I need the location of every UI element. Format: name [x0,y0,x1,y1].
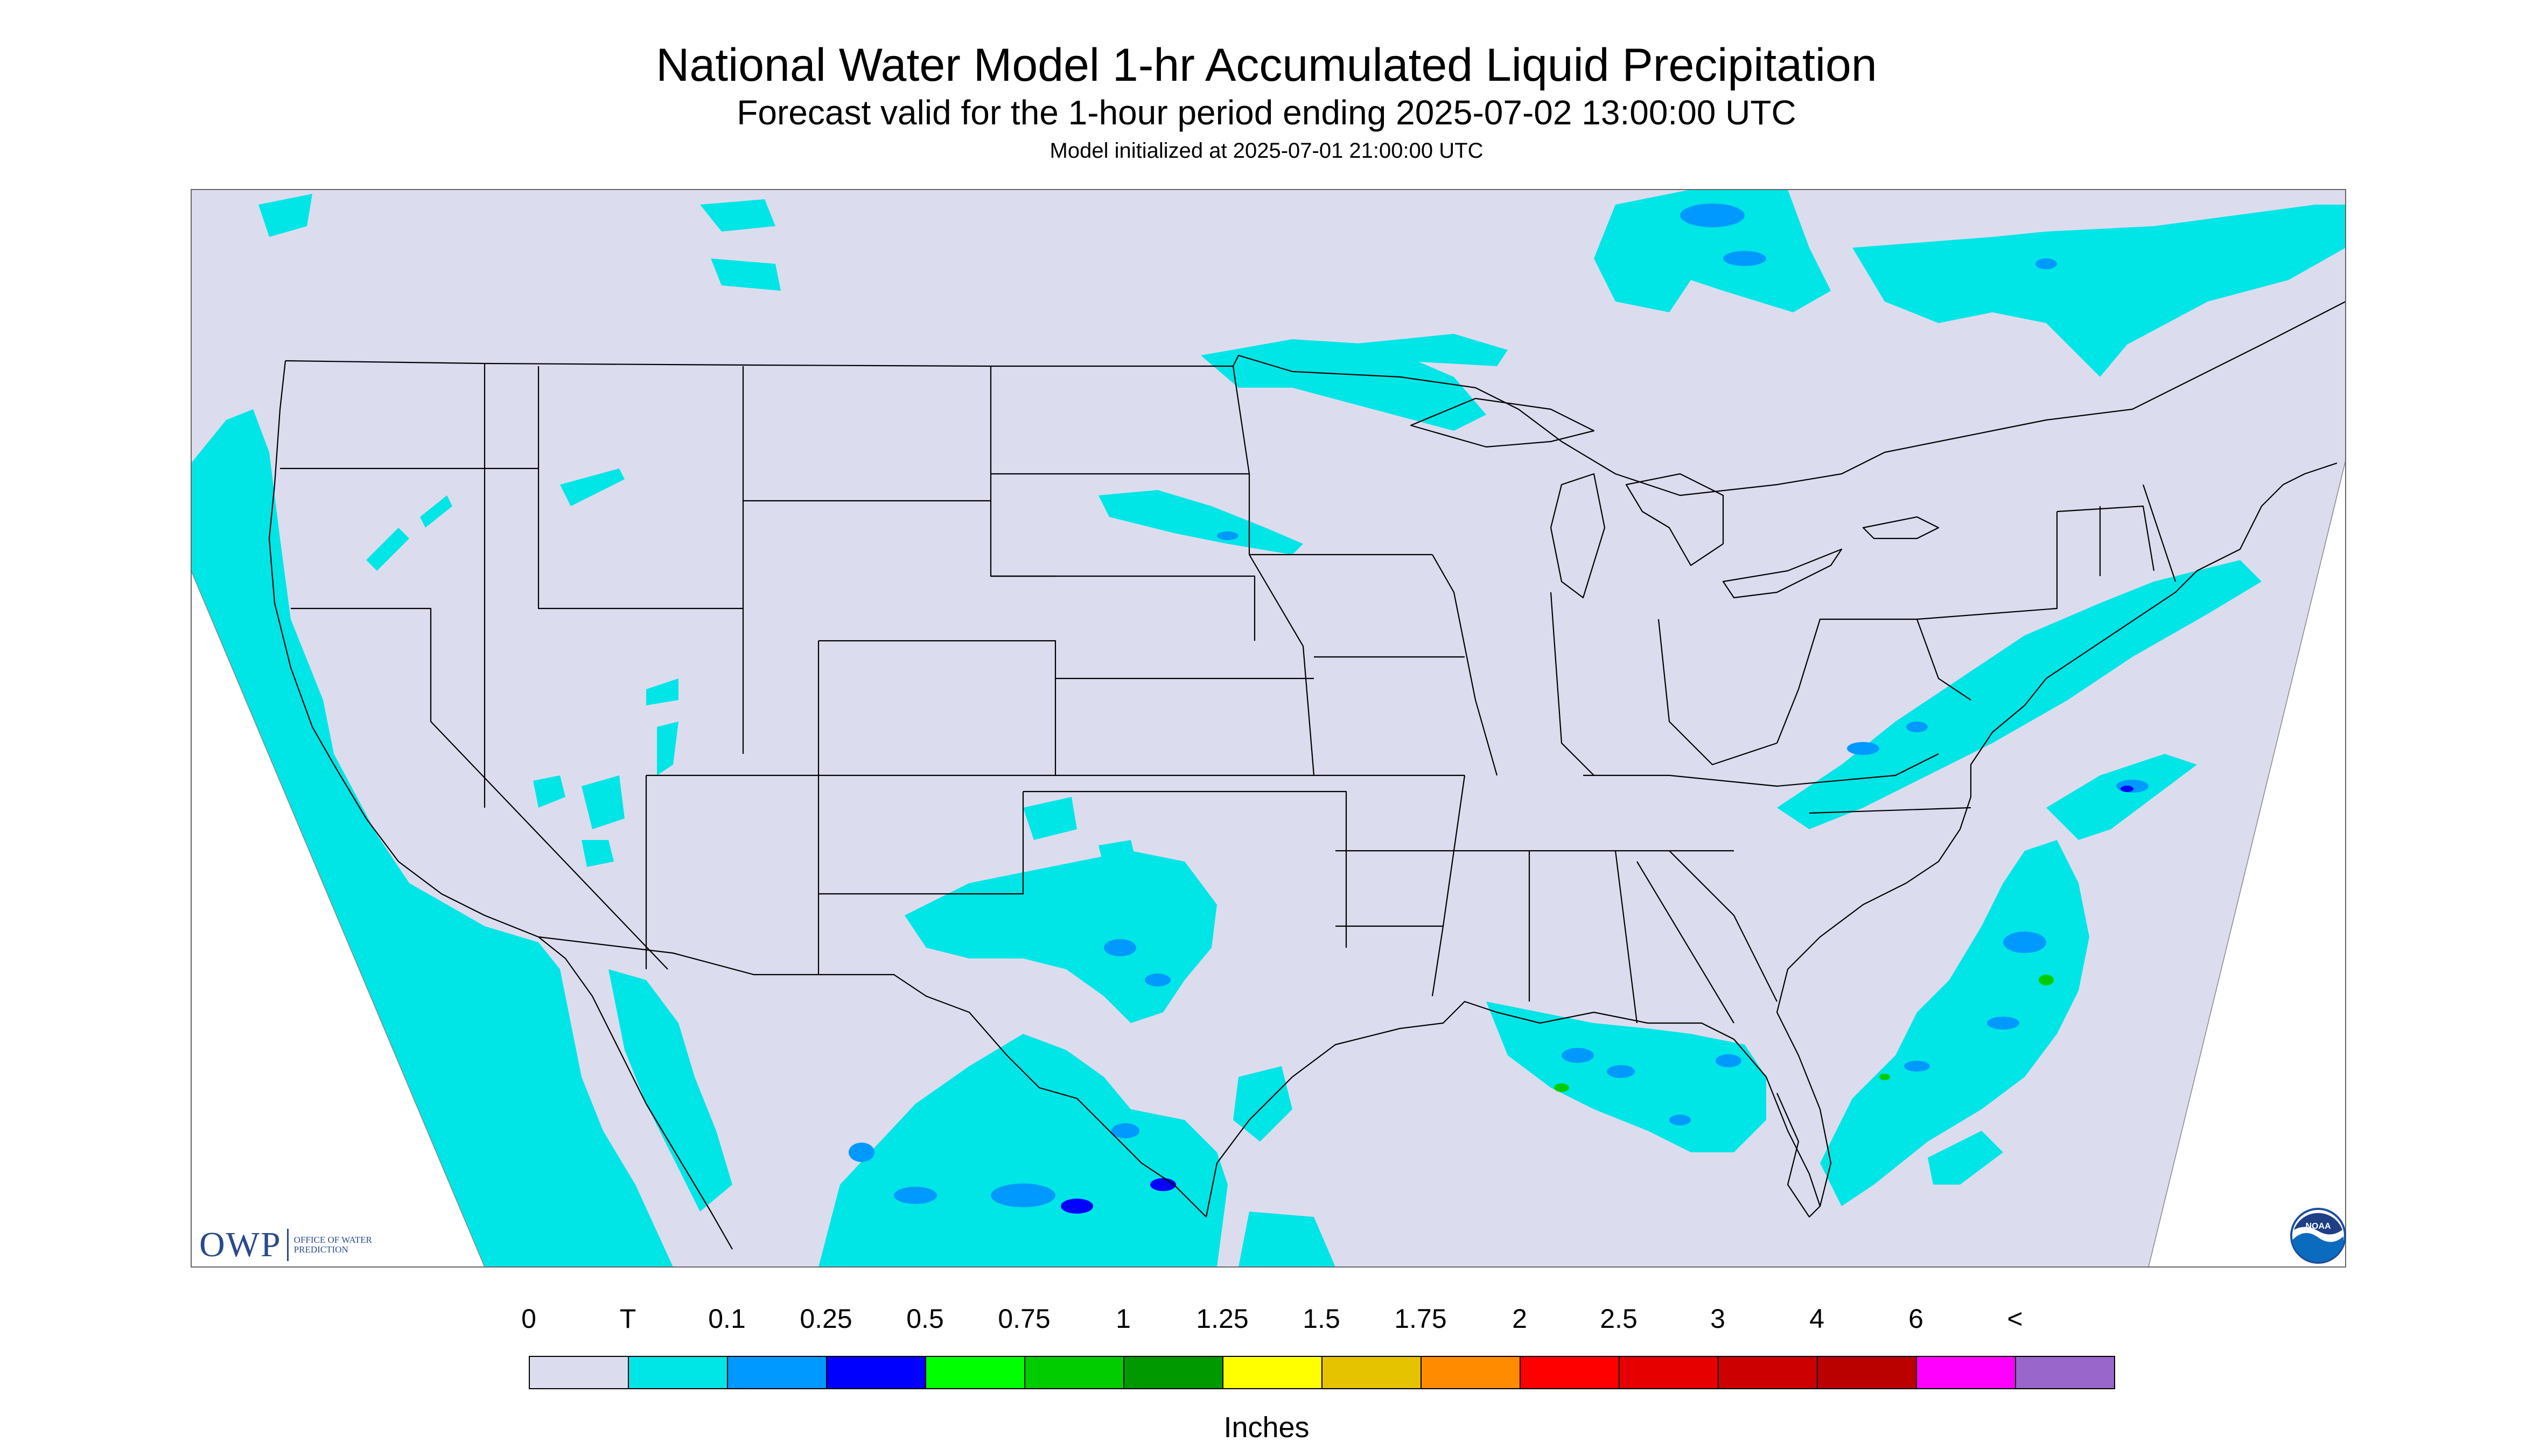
legend-swatch [727,1356,827,1389]
precip-quebec [1852,205,2346,377]
legend-swatch [1916,1356,2016,1389]
model-init-time: Model initialized at 2025-07-01 21:00:00… [1049,139,1484,163]
precip-dakotas [1098,490,1303,555]
legend-swatch [826,1356,926,1389]
precip-canada-n1 [700,199,775,232]
precip-florida [1820,840,2089,1206]
precip-ontario-core [1680,204,1745,227]
legend-swatch [628,1356,728,1389]
legend-label: 6 [1908,1304,1923,1334]
legend-swatch [1718,1356,1818,1389]
legend-label: 1 [1116,1304,1131,1334]
precip-superior [1201,339,1486,431]
precip-pacific [191,409,673,1267]
legend-swatch [1421,1356,1521,1389]
legend-label: 4 [1809,1304,1824,1334]
legend-swatch [1520,1356,1620,1389]
legend-label: 0.5 [906,1304,944,1334]
owp-divider [286,1229,289,1261]
precip-atlantic [2046,754,2197,840]
owp-logo: OWP OFFICE OF WATER PREDICTION [199,1223,375,1266]
legend-swatch [1024,1356,1124,1389]
legend-label: T [619,1304,636,1334]
legend-label: < [2007,1304,2023,1334]
legend-label: 2.5 [1600,1304,1638,1334]
legend-swatch [1321,1356,1422,1389]
noaa-text: NOAA [2305,1222,2331,1231]
legend-label: 0 [521,1304,536,1334]
legend-label: 1.25 [1196,1304,1249,1334]
owp-mark: OWP [199,1225,282,1264]
legend-label: 3 [1710,1304,1725,1334]
legend-swatch [529,1356,629,1389]
legend-swatch [1123,1356,1223,1389]
legend-colorbar [529,1356,2115,1390]
legend-swatch [925,1356,1025,1389]
precip-mid-atlantic [1777,560,2262,829]
owp-text: OFFICE OF WATER PREDICTION [293,1235,372,1255]
legend-swatch [1817,1356,1917,1389]
noaa-logo: NOAA [2290,1208,2346,1264]
legend-swatch [1619,1356,1719,1389]
legend-label: 0.75 [998,1304,1051,1334]
precip-canada-n2 [711,258,781,291]
map-title: National Water Model 1-hr Accumulated Li… [656,39,1877,91]
legend-swatch [2015,1356,2115,1389]
legend-label: 1.5 [1303,1304,1340,1334]
state-boundaries [268,301,2346,1250]
precip-baja [608,969,732,1212]
precip-canada-nw [258,194,312,237]
legend-label: 0.25 [800,1304,852,1334]
precip-ontario [1594,190,1831,312]
map-subtitle: Forecast valid for the 1-hour period end… [737,93,1796,132]
legend-units: Inches [1223,1411,1310,1444]
map-domain [191,190,2346,1267]
legend-swatch [1222,1356,1323,1389]
precip-mexico [818,1034,1228,1267]
legend-label: 0.1 [708,1304,746,1334]
legend-label: 1.75 [1394,1304,1447,1334]
precip-superior-n [1346,334,1508,366]
legend-label: 2 [1512,1304,1527,1334]
legend-labels: 0 T 0.1 0.25 0.5 0.75 1 1.25 1.5 1.75 2 2.5 3 4 6 < [0,1303,2533,1341]
